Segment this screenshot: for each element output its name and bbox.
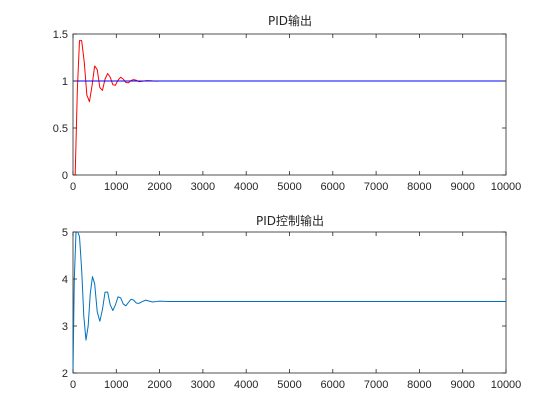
tick-layer: 0 1000 2000 3000 4000 5000 6000 7000 8000 9000 100… [62,227,521,391]
y-tick-label: 1 [62,76,68,88]
x-tick-label: 3000 [191,181,215,193]
y-tick-label: 0 [62,170,68,182]
y-tick-label: 2 [62,368,68,380]
x-tick-label: 8000 [407,379,431,391]
x-tick-label: 9000 [450,379,474,391]
series-line-0 [72,231,506,374]
y-tick-label: 1.5 [53,29,68,41]
x-tick-label: 4000 [234,181,258,193]
x-tick-label: 10000 [491,181,522,193]
x-tick-label: 2000 [147,181,171,193]
series-layer [72,231,506,374]
x-tick-label: 4000 [234,379,258,391]
y-tick-label: 0.5 [53,123,68,135]
x-tick-label: 3000 [191,379,215,391]
x-tick-label: 7000 [364,379,388,391]
subplot-pid-output: PID输出 0 1000 2000 3000 4000 5000 6000 7000 8000 9… [53,13,522,193]
x-tick-label: 5000 [277,181,301,193]
chart-title: PID控制输出 [256,213,324,228]
x-tick-label: 1000 [104,379,128,391]
x-tick-label: 5000 [277,379,301,391]
chart-title: PID输出 [268,13,312,28]
x-tick-label: 0 [70,181,76,193]
x-tick-label: 6000 [321,379,345,391]
x-tick-label: 9000 [450,181,474,193]
x-tick-label: 0 [70,379,76,391]
y-tick-label: 4 [62,274,68,286]
y-tick-label: 5 [62,227,68,239]
y-tick-label: 3 [62,321,68,333]
x-tick-label: 8000 [407,181,431,193]
x-tick-label: 1000 [104,181,128,193]
subplot-pid-control-output: PID控制输出 0 1000 2000 3000 4000 5000 6000 7000 800… [62,213,521,391]
x-tick-label: 2000 [147,379,171,391]
tick-layer: 0 1000 2000 3000 4000 5000 6000 7000 8000 9000 100… [53,29,522,193]
series-layer [73,40,506,176]
x-tick-label: 10000 [491,379,522,391]
plot-area [72,231,507,374]
plot-area [72,33,507,176]
x-tick-label: 7000 [364,181,388,193]
x-tick-label: 6000 [321,181,345,193]
